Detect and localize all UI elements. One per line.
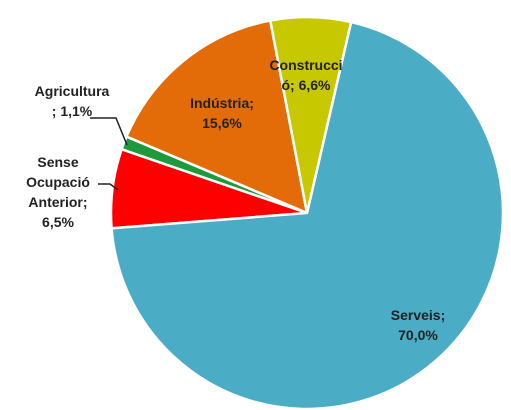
- leader-line: [98, 183, 119, 191]
- pie-slice: [124, 19, 309, 216]
- data-label: Agricultura ; 1,1%: [34, 83, 110, 119]
- pie-slice: [268, 15, 353, 214]
- pie-slice: [110, 20, 505, 410]
- data-label: Indústria; 15,6%: [190, 95, 254, 131]
- data-label: Serveis; 70,0%: [390, 307, 446, 343]
- data-label: Construcci ó; 6,6%: [269, 57, 343, 93]
- data-label: Sense Ocupació Anterior; 6,5%: [26, 154, 90, 230]
- leader-line: [90, 117, 128, 146]
